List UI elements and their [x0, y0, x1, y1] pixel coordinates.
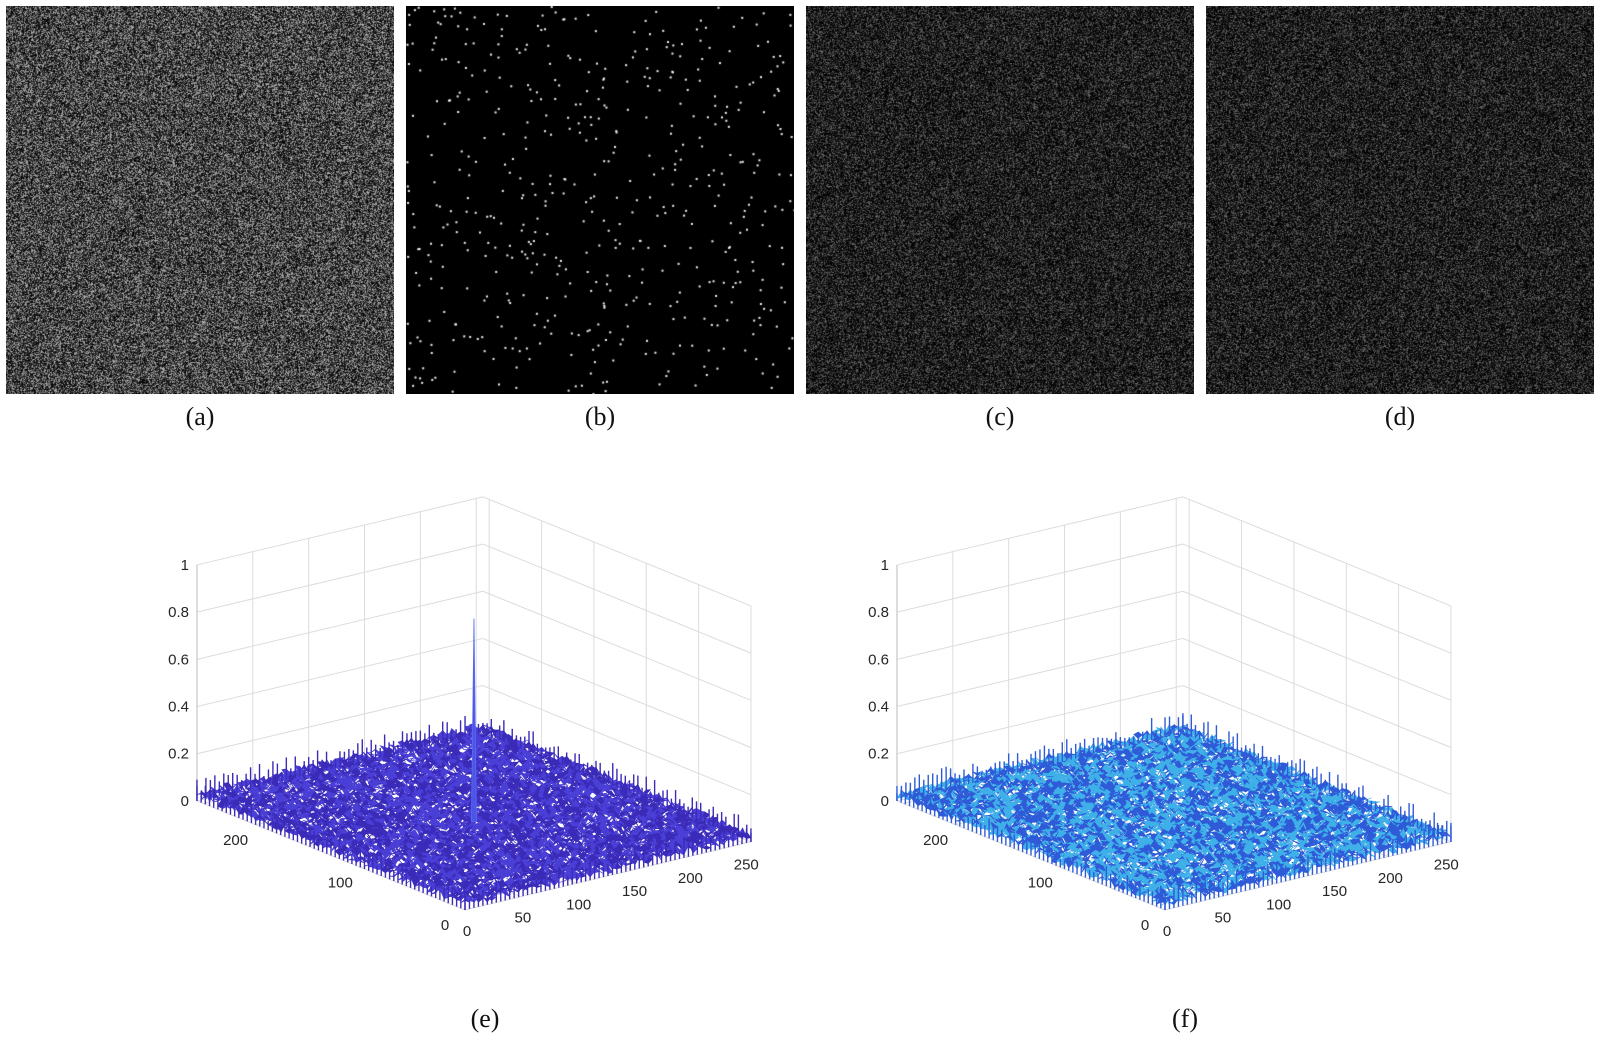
- x-tick-label: 0: [463, 923, 471, 940]
- image-panel-c: [806, 6, 1194, 394]
- surface-svg-e: 0 0.2 0.4 0.6 0.8 1 0 50 100 150 200 250 0 100 200: [168, 496, 759, 940]
- noise-image-d: [1206, 6, 1594, 394]
- x-tick-label: 200: [1378, 870, 1403, 887]
- x-tick-label: 100: [1266, 896, 1291, 913]
- z-tick-label: 0: [881, 793, 889, 810]
- x-tick-label: 100: [566, 896, 591, 913]
- y-tick-label: 200: [923, 832, 948, 849]
- correlation-peak: [471, 618, 477, 822]
- y-tick-label: 0: [441, 917, 449, 934]
- z-tick-label: 0.6: [168, 651, 189, 668]
- caption-d: (d): [1384, 402, 1416, 431]
- noise-image-a: [6, 6, 394, 394]
- z-tick-label: 0.4: [868, 699, 889, 716]
- surface-svg-f: 0 0.2 0.4 0.6 0.8 1 0 50 100 150 200 250 0 100 200: [868, 496, 1459, 940]
- surface-plot-e: 0 0.2 0.4 0.6 0.8 1 0 50 100 150 200 250 0 100 200: [168, 480, 830, 960]
- x-tick-label: 50: [515, 910, 532, 927]
- caption-a: (a): [185, 402, 215, 431]
- caption-c: (c): [985, 402, 1015, 431]
- z-tick-label: 1: [881, 557, 889, 574]
- caption-e: (e): [470, 1004, 500, 1033]
- x-tick-label: 0: [1163, 923, 1171, 940]
- y-tick-label: 200: [223, 832, 248, 849]
- z-tick-label: 0.2: [868, 746, 889, 763]
- x-tick-label: 50: [1215, 910, 1232, 927]
- z-tick-label: 0.4: [168, 699, 189, 716]
- caption-f: (f): [1172, 1004, 1198, 1033]
- z-tick-label: 0.6: [868, 651, 889, 668]
- x-tick-label: 250: [734, 857, 759, 874]
- surface-plot-f: 0 0.2 0.4 0.6 0.8 1 0 50 100 150 200 250 0 100 200: [868, 480, 1530, 960]
- surface-mesh: [896, 713, 1452, 910]
- image-panel-d: [1206, 6, 1594, 394]
- caption-b: (b): [584, 402, 616, 431]
- x-tick-label: 200: [678, 870, 703, 887]
- image-panel-b: [406, 6, 794, 394]
- surface-mesh: [196, 716, 752, 910]
- y-tick-label: 0: [1141, 917, 1149, 934]
- y-tick-label: 100: [1028, 874, 1053, 891]
- tick-labels: 0 0.2 0.4 0.6 0.8 1 0 50 100 150 200 250 0 100 200: [168, 557, 759, 940]
- noise-image-b: [406, 6, 794, 394]
- x-tick-label: 250: [1434, 857, 1459, 874]
- noise-image-c: [806, 6, 1194, 394]
- tick-labels: 0 0.2 0.4 0.6 0.8 1 0 50 100 150 200 250 0 100 200: [868, 557, 1459, 940]
- x-tick-label: 150: [622, 883, 647, 900]
- z-tick-label: 0: [181, 793, 189, 810]
- z-tick-label: 0.8: [868, 604, 889, 621]
- x-tick-label: 150: [1322, 883, 1347, 900]
- z-tick-label: 0.2: [168, 746, 189, 763]
- image-panel-a: [6, 6, 394, 394]
- z-tick-label: 0.8: [168, 604, 189, 621]
- z-tick-label: 1: [181, 557, 189, 574]
- y-tick-label: 100: [328, 874, 353, 891]
